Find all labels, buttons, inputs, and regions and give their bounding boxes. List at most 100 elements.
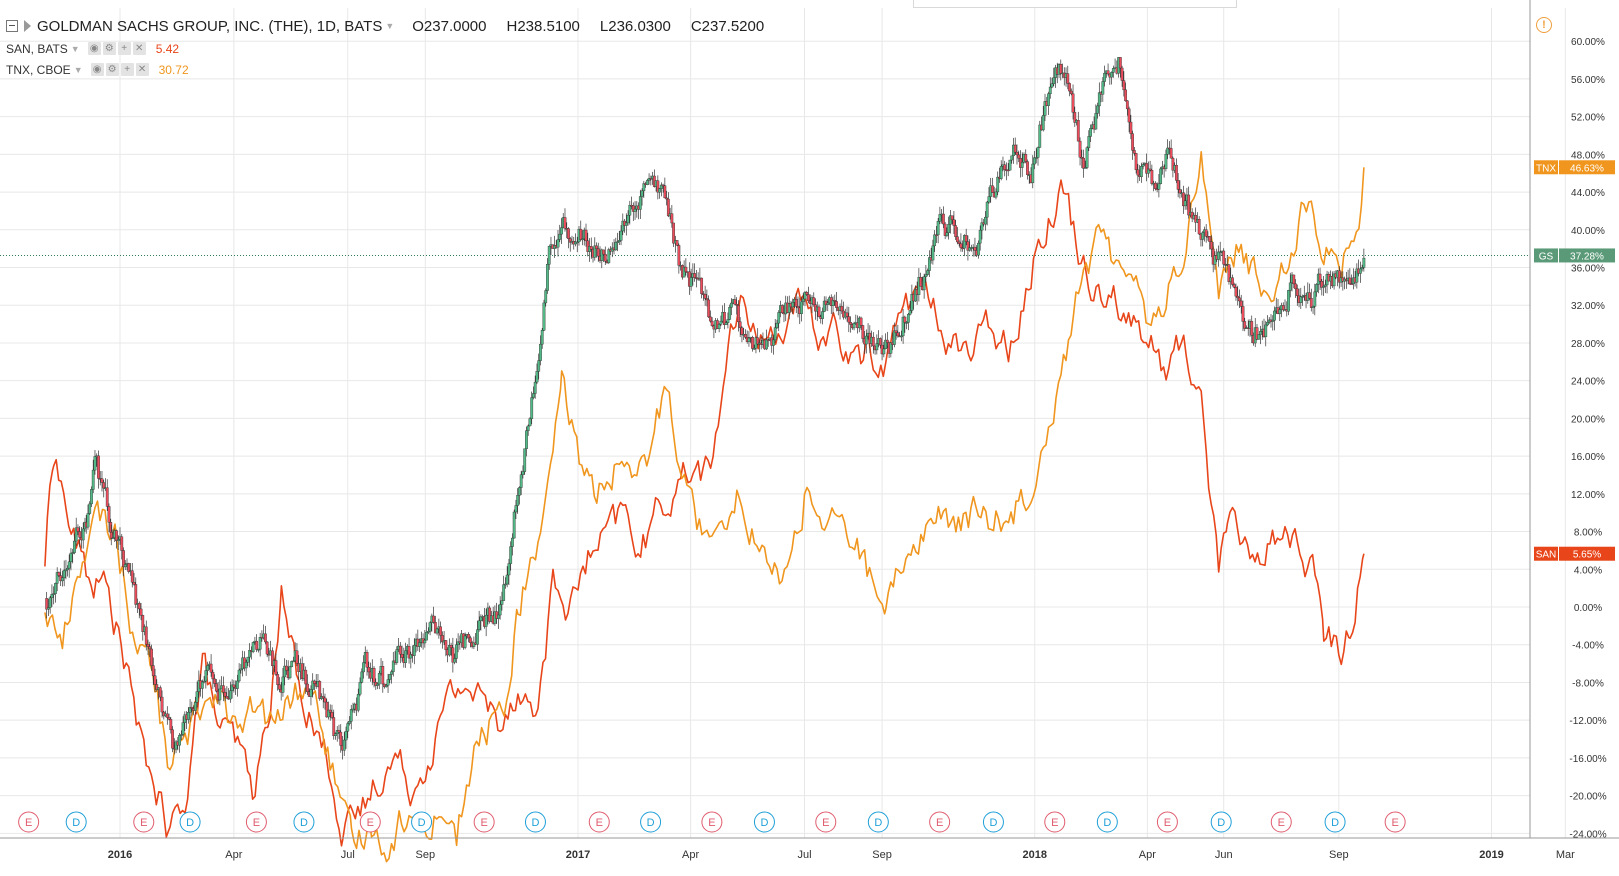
- earnings-marker[interactable]: E: [588, 811, 610, 833]
- earnings-marker[interactable]: E: [1156, 811, 1178, 833]
- eye-icon[interactable]: ◉: [87, 42, 101, 55]
- gear-icon[interactable]: ⚙: [105, 63, 119, 76]
- collapse-legend-icon[interactable]: [6, 20, 18, 32]
- eye-icon[interactable]: ◉: [90, 63, 104, 76]
- candle-body: [497, 614, 500, 619]
- candle-body: [111, 537, 115, 539]
- candle-body: [821, 311, 824, 319]
- candle-body: [472, 642, 476, 647]
- candle-body: [1078, 140, 1082, 158]
- main-symbol-title[interactable]: GOLDMAN SACHS GROUP, INC. (THE), 1D, BAT…: [37, 17, 383, 35]
- dividend-marker[interactable]: D: [179, 811, 201, 833]
- candle-body: [225, 696, 229, 699]
- dividend-marker[interactable]: D: [1324, 811, 1346, 833]
- candle-body: [264, 633, 267, 643]
- dividend-marker[interactable]: D: [411, 811, 433, 833]
- earnings-marker[interactable]: E: [18, 811, 40, 833]
- candle-body: [593, 245, 597, 258]
- dividend-marker[interactable]: D: [640, 811, 662, 833]
- candle-body: [244, 662, 248, 669]
- candle-body: [568, 238, 572, 243]
- candle-body: [672, 222, 676, 244]
- earnings-marker[interactable]: E: [1044, 811, 1066, 833]
- dividend-marker[interactable]: D: [524, 811, 546, 833]
- candle-body: [1164, 154, 1168, 170]
- candle-body: [859, 317, 863, 326]
- candle-body: [684, 266, 688, 272]
- earnings-marker[interactable]: E: [245, 811, 267, 833]
- grid-layer: [0, 8, 1566, 838]
- candle-body: [878, 338, 882, 346]
- gear-icon[interactable]: ⚙: [102, 42, 116, 55]
- candle-body: [589, 246, 593, 250]
- y-axis[interactable]: 60.00% 56.00% 52.00% 48.00% 44.00% 40.00% 36.0…: [1529, 0, 1607, 840]
- x-axis[interactable]: 2016 Apr Jul Sep 2017 Apr Jul Sep 2018 Apr Jun Sep 2…: [0, 837, 1619, 861]
- candle-body: [658, 188, 661, 193]
- candle-body: [1322, 286, 1325, 288]
- earnings-marker[interactable]: E: [1384, 811, 1406, 833]
- y-tick-label: 8.00%: [1574, 528, 1602, 539]
- close-icon[interactable]: ✕: [135, 63, 149, 76]
- candle-body: [295, 650, 299, 664]
- more-icon[interactable]: +: [117, 42, 131, 55]
- chevron-down-icon[interactable]: ▼: [70, 43, 80, 54]
- dividend-marker[interactable]: D: [1096, 811, 1118, 833]
- candle-body: [67, 561, 71, 569]
- candle-body: [467, 634, 471, 639]
- event-marker-circle: [524, 811, 546, 833]
- alert-circle-icon[interactable]: !: [1536, 17, 1552, 33]
- candle-body: [744, 334, 747, 338]
- candle-body: [332, 717, 336, 736]
- earnings-marker[interactable]: E: [701, 811, 723, 833]
- dividend-marker[interactable]: D: [293, 811, 315, 833]
- legend-compare-row-san[interactable]: SAN, BATS ▼ ◉ ⚙ + ✕ 5.42: [6, 38, 774, 59]
- event-marker-letter: D: [72, 817, 80, 829]
- legend-compare-row-tnx[interactable]: TNX, CBOE ▼ ◉ ⚙ + ✕ 30.72: [6, 59, 774, 80]
- earnings-marker[interactable]: E: [133, 811, 155, 833]
- close-icon[interactable]: ✕: [132, 42, 146, 55]
- candle-body: [1153, 182, 1157, 189]
- compare-symbol-label[interactable]: TNX, CBOE: [6, 62, 71, 77]
- candle-body: [181, 722, 185, 735]
- compare-symbol-label[interactable]: SAN, BATS: [6, 41, 68, 56]
- candle-body: [649, 178, 653, 180]
- candle-body: [947, 224, 951, 233]
- earnings-marker[interactable]: E: [473, 811, 495, 833]
- dividend-marker[interactable]: D: [867, 811, 889, 833]
- candle-body: [1362, 257, 1366, 268]
- dividend-marker[interactable]: D: [982, 811, 1004, 833]
- chevron-down-icon[interactable]: ▼: [73, 64, 83, 75]
- y-tick-label: -4.00%: [1572, 641, 1604, 652]
- legend-main-row[interactable]: GOLDMAN SACHS GROUP, INC. (THE), 1D, BAT…: [6, 14, 774, 38]
- candle-body: [523, 448, 527, 472]
- candle-body: [127, 563, 131, 572]
- event-marker-letter: E: [253, 817, 260, 829]
- candle-body: [235, 680, 239, 689]
- candle-body: [1052, 77, 1056, 84]
- candle-body: [777, 312, 781, 324]
- earnings-marker[interactable]: E: [359, 811, 381, 833]
- ohlc-close: C237.5200: [690, 17, 765, 35]
- candle-body: [342, 739, 346, 751]
- candle-body: [1101, 81, 1105, 95]
- candle-body: [756, 337, 760, 345]
- earnings-marker[interactable]: E: [929, 811, 951, 833]
- candle-body: [626, 215, 630, 224]
- candle-body: [1033, 157, 1036, 165]
- earnings-marker[interactable]: E: [1270, 811, 1292, 833]
- candle-body: [1337, 270, 1341, 283]
- candle-body: [871, 336, 875, 347]
- dividend-marker[interactable]: D: [753, 811, 775, 833]
- dividend-marker[interactable]: D: [1210, 811, 1232, 833]
- candle-body: [1003, 164, 1007, 170]
- more-icon[interactable]: +: [120, 63, 134, 76]
- candle-body: [116, 539, 120, 541]
- earnings-marker[interactable]: E: [815, 811, 837, 833]
- candle-body: [171, 729, 174, 749]
- dividend-marker[interactable]: D: [65, 811, 87, 833]
- chevron-down-icon[interactable]: ▼: [385, 21, 395, 31]
- candle-body: [102, 482, 106, 489]
